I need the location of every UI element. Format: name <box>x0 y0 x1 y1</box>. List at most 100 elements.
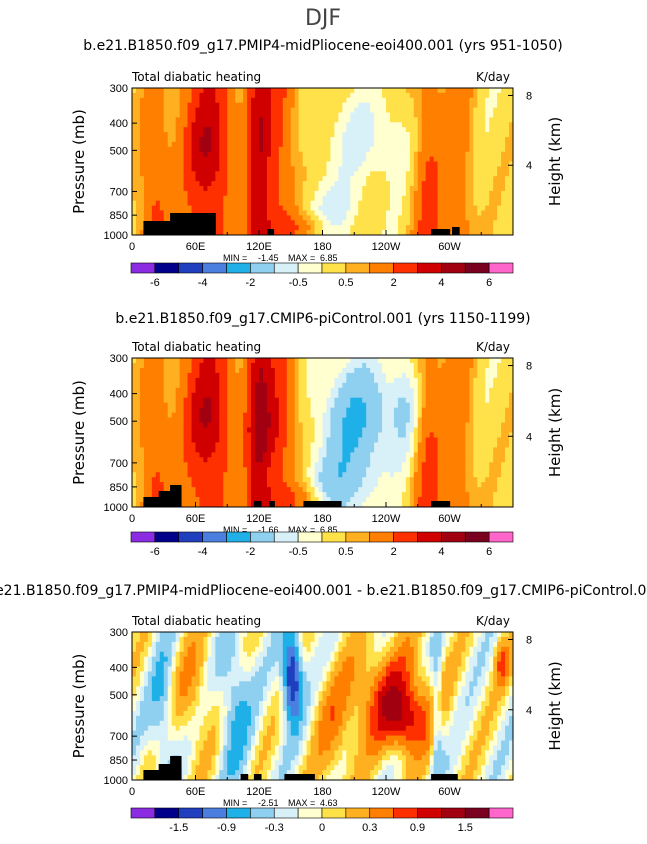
contour-cell <box>274 122 280 128</box>
contour-cell <box>215 186 220 192</box>
contour-cell <box>251 397 256 404</box>
contour-cell <box>437 137 442 143</box>
contour-cell <box>342 181 347 187</box>
contour-cell <box>409 200 415 206</box>
contour-cell <box>489 151 494 157</box>
contour-cell <box>282 97 288 104</box>
contour-cell <box>481 176 486 182</box>
contour-cell <box>497 457 502 463</box>
contour-cell <box>143 382 149 389</box>
contour-cell <box>342 422 347 428</box>
contour-cell <box>453 437 458 443</box>
contour-cell <box>132 112 137 118</box>
contour-cell <box>294 186 300 192</box>
contour-cell <box>425 412 431 418</box>
contour-cell <box>346 107 351 113</box>
contour-cell <box>151 215 157 221</box>
contour-cell <box>132 151 137 157</box>
contour-cell <box>175 407 181 414</box>
contour-cell <box>457 372 462 379</box>
contour-cell <box>378 427 383 433</box>
contour-cell <box>417 358 423 364</box>
contour-cell <box>175 166 181 172</box>
contour-cell <box>366 117 371 123</box>
contour-cell <box>223 382 228 389</box>
contour-cell <box>199 387 204 394</box>
contour-cell <box>326 181 331 187</box>
contour-cell <box>370 107 375 113</box>
contour-cell <box>310 402 315 409</box>
contour-cell <box>135 417 141 423</box>
contour-cell <box>453 382 458 389</box>
contour-cell <box>306 112 311 118</box>
contour-cell <box>290 437 296 443</box>
contour-cell <box>159 161 165 167</box>
contour-cell <box>378 156 383 162</box>
contour-cell <box>425 397 431 404</box>
contour-cell <box>366 215 371 221</box>
contour-cell <box>433 427 438 433</box>
contour-cell <box>393 137 399 143</box>
contour-cell <box>378 215 383 221</box>
contour-cell <box>425 171 431 177</box>
contour-cell <box>378 362 383 369</box>
contour-cell <box>298 402 304 409</box>
contour-cell <box>453 210 458 216</box>
contour-cell <box>481 220 486 226</box>
contour-cell <box>167 422 173 428</box>
contour-cell <box>151 457 157 463</box>
contour-cell <box>437 432 442 438</box>
contour-cell <box>465 230 470 236</box>
contour-cell <box>453 358 458 364</box>
contour-cell <box>397 447 403 453</box>
contour-cell <box>262 362 268 369</box>
contour-cell <box>501 407 506 414</box>
contour-cell <box>397 407 403 414</box>
contour-cell <box>310 176 315 182</box>
contour-cell <box>251 166 256 172</box>
min-value: -1.45 <box>258 253 279 263</box>
contour-cell <box>235 367 240 374</box>
contour-cell <box>235 452 240 458</box>
contour-cell <box>417 392 423 399</box>
contour-cell <box>239 117 244 123</box>
contour-cell <box>354 407 359 414</box>
contour-cell <box>231 442 236 448</box>
contour-cell <box>485 362 490 369</box>
contour-cell <box>278 181 284 187</box>
contour-cell <box>262 156 268 162</box>
contour-cell <box>322 127 327 133</box>
contour-cell <box>207 195 212 202</box>
contour-cell <box>322 422 327 428</box>
contour-cell <box>330 200 335 206</box>
contour-cell <box>262 137 268 143</box>
contour-cell <box>366 181 371 187</box>
contour-cell <box>465 442 470 448</box>
contour-cell <box>389 397 395 404</box>
contour-cell <box>247 92 252 99</box>
contour-cell <box>274 132 280 138</box>
contour-cell <box>290 382 296 389</box>
contour-cell <box>294 205 300 211</box>
contour-cell <box>401 377 407 384</box>
contour-cell <box>219 200 224 206</box>
contour-cell <box>195 181 200 187</box>
contour-cell <box>247 407 252 414</box>
contour-cell <box>282 387 288 394</box>
contour-cell <box>322 447 327 453</box>
contour-cell <box>231 447 236 453</box>
contour-cell <box>473 442 478 448</box>
contour-cell <box>159 392 165 399</box>
contour-cell <box>151 117 157 123</box>
contour-cell <box>421 210 427 216</box>
contour-cell <box>135 358 141 364</box>
contour-cell <box>441 215 446 221</box>
contour-cell <box>282 156 288 162</box>
contour-cell <box>207 122 212 128</box>
contour-cell <box>132 97 137 104</box>
contour-cell <box>243 112 248 118</box>
contour-cell <box>382 141 387 148</box>
contour-cell <box>266 225 272 231</box>
contour-cell <box>215 200 220 206</box>
contour-cell <box>322 97 327 104</box>
